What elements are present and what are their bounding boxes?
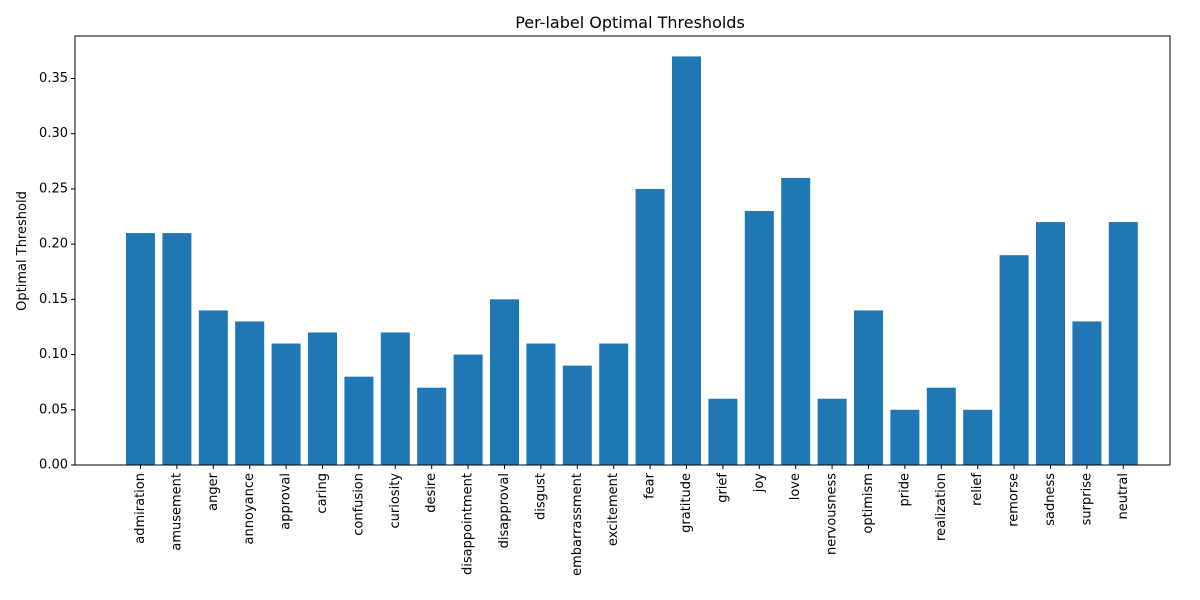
y-tick-label: 0.15 <box>39 292 68 307</box>
x-tick-label: disgust <box>533 473 548 520</box>
y-axis-label: Optimal Threshold <box>15 191 30 311</box>
x-tick-label: remorse <box>1007 473 1022 527</box>
bar-optimism <box>854 310 883 465</box>
bar-confusion <box>344 376 374 465</box>
y-tick-label: 0.05 <box>39 402 68 417</box>
y-tick-label: 0.10 <box>39 347 68 362</box>
x-tick-label: disapproval <box>497 473 512 548</box>
x-tick-label: fear <box>643 472 658 499</box>
x-tick-label: optimism <box>861 473 876 534</box>
x-tick-label: embarrassment <box>570 473 585 576</box>
bar-relief <box>963 409 993 465</box>
x-tick-label: relief <box>970 473 985 506</box>
bar-approval <box>271 343 301 465</box>
x-tick-label: curiosity <box>388 473 403 529</box>
x-tick-label: neutral <box>1116 473 1131 520</box>
y-tick-label: 0.25 <box>39 181 68 196</box>
y-axis-ticks: 0.00 0.05 0.10 0.15 0.20 0.25 0.30 0.35 <box>39 71 75 473</box>
bar-gratitude <box>672 56 701 466</box>
bar-disgust <box>526 343 556 465</box>
bar-embarrassment <box>562 365 592 465</box>
bar-sadness <box>1036 222 1065 465</box>
bar-caring <box>308 332 337 465</box>
bar-annoyance <box>235 321 265 465</box>
x-tick-label: love <box>788 473 803 500</box>
y-tick-label: 0.30 <box>39 126 68 141</box>
bar-nervousness <box>817 398 847 465</box>
bars-group <box>126 56 1138 466</box>
bar-neutral <box>1108 222 1138 465</box>
bar-admiration <box>126 233 155 465</box>
bar-disapproval <box>490 299 519 465</box>
x-tick-label: approval <box>279 473 294 530</box>
bar-curiosity <box>380 332 410 465</box>
x-tick-label: nervousness <box>825 473 840 555</box>
x-axis-ticks: admiration amusement anger annoyance approva… <box>133 465 1131 576</box>
bar-remorse <box>999 255 1029 465</box>
bar-joy <box>744 211 774 465</box>
x-tick-label: annoyance <box>242 473 257 544</box>
bar-realization <box>926 387 956 465</box>
x-tick-label: joy <box>752 473 767 494</box>
x-tick-label: grief <box>715 473 730 503</box>
x-tick-label: desire <box>424 473 439 513</box>
bar-surprise <box>1072 321 1102 465</box>
bar-excitement <box>599 343 629 465</box>
x-tick-label: realization <box>934 473 949 541</box>
bar-desire <box>417 387 447 465</box>
bar-amusement <box>162 233 192 465</box>
x-tick-label: surprise <box>1079 473 1094 525</box>
y-tick-label: 0.20 <box>39 237 68 252</box>
bar-love <box>781 177 811 465</box>
y-tick-label: 0.35 <box>39 71 68 86</box>
bar-fear <box>635 188 665 465</box>
x-tick-label: sadness <box>1043 473 1058 526</box>
chart-title: Per-label Optimal Thresholds <box>515 13 745 32</box>
x-tick-label: excitement <box>606 473 621 546</box>
x-tick-label: caring <box>315 473 330 514</box>
bar-disappointment <box>453 354 483 465</box>
x-tick-label: anger <box>206 472 221 510</box>
x-tick-label: gratitude <box>679 473 694 533</box>
bar-grief <box>708 398 738 465</box>
plot-frame <box>74 35 1171 466</box>
x-tick-label: disappointment <box>461 473 476 575</box>
x-tick-label: amusement <box>169 473 184 551</box>
bar-pride <box>890 409 920 465</box>
x-tick-label: confusion <box>351 473 366 536</box>
x-tick-label: pride <box>897 473 912 506</box>
y-tick-label: 0.00 <box>39 458 68 473</box>
x-tick-label: admiration <box>133 473 148 544</box>
bar-anger <box>198 310 228 465</box>
